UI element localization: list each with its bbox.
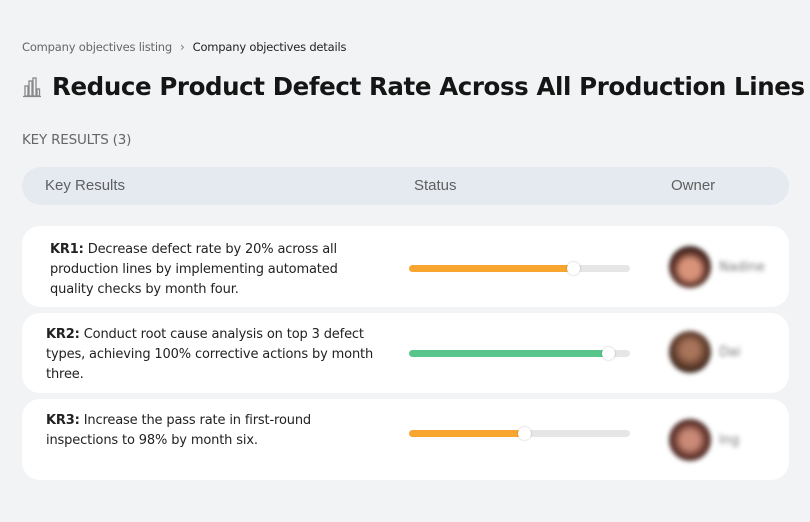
owner[interactable]: Dai: [669, 331, 741, 373]
breadcrumb-link-objectives-listing[interactable]: Company objectives listing: [22, 40, 172, 54]
table-header: Key Results Status Owner: [22, 167, 789, 205]
column-header-owner: Owner: [671, 177, 716, 194]
owner-name: Dai: [719, 344, 741, 360]
key-result-description: KR1: Decrease defect rate by 20% across …: [50, 242, 338, 297]
avatar: [669, 246, 711, 288]
progress-fill: [409, 350, 608, 357]
progress-thumb[interactable]: [517, 427, 531, 440]
key-result-row[interactable]: KR2: Conduct root cause analysis on top …: [22, 313, 789, 393]
owner[interactable]: Nadine: [669, 246, 765, 288]
key-result-id: KR2:: [46, 327, 80, 342]
progress-fill: [409, 265, 573, 272]
progress-bar: [409, 427, 630, 440]
breadcrumb: Company objectives listing › Company obj…: [22, 40, 346, 54]
avatar: [669, 419, 711, 461]
column-header-key-results: Key Results: [45, 177, 126, 194]
owner[interactable]: Ing: [669, 419, 739, 461]
progress-thumb[interactable]: [566, 262, 580, 275]
key-result-id: KR1:: [50, 242, 84, 257]
objective-header: Reduce Product Defect Rate Across All Pr…: [22, 72, 805, 101]
breadcrumb-current-page: Company objectives details: [192, 40, 347, 54]
key-result-id: KR3:: [46, 413, 80, 428]
owner-name: Ing: [719, 432, 740, 448]
page-title: Reduce Product Defect Rate Across All Pr…: [52, 72, 805, 101]
progress-thumb[interactable]: [601, 347, 615, 360]
column-header-status: Status: [414, 177, 457, 194]
building-chart-icon: [23, 76, 41, 97]
avatar: [669, 331, 711, 373]
key-result-row[interactable]: KR3: Increase the pass rate in first-rou…: [22, 399, 789, 480]
key-result-row[interactable]: KR1: Decrease defect rate by 20% across …: [22, 226, 789, 307]
key-result-description: KR2: Conduct root cause analysis on top …: [46, 327, 374, 382]
progress-bar: [409, 347, 630, 360]
owner-name: Nadine: [719, 259, 765, 275]
key-results-count-label: KEY RESULTS (3): [22, 132, 132, 148]
key-result-description: KR3: Increase the pass rate in first-rou…: [46, 413, 312, 448]
chevron-right-icon: ›: [180, 40, 185, 54]
progress-bar: [409, 262, 630, 275]
progress-fill: [409, 430, 524, 437]
